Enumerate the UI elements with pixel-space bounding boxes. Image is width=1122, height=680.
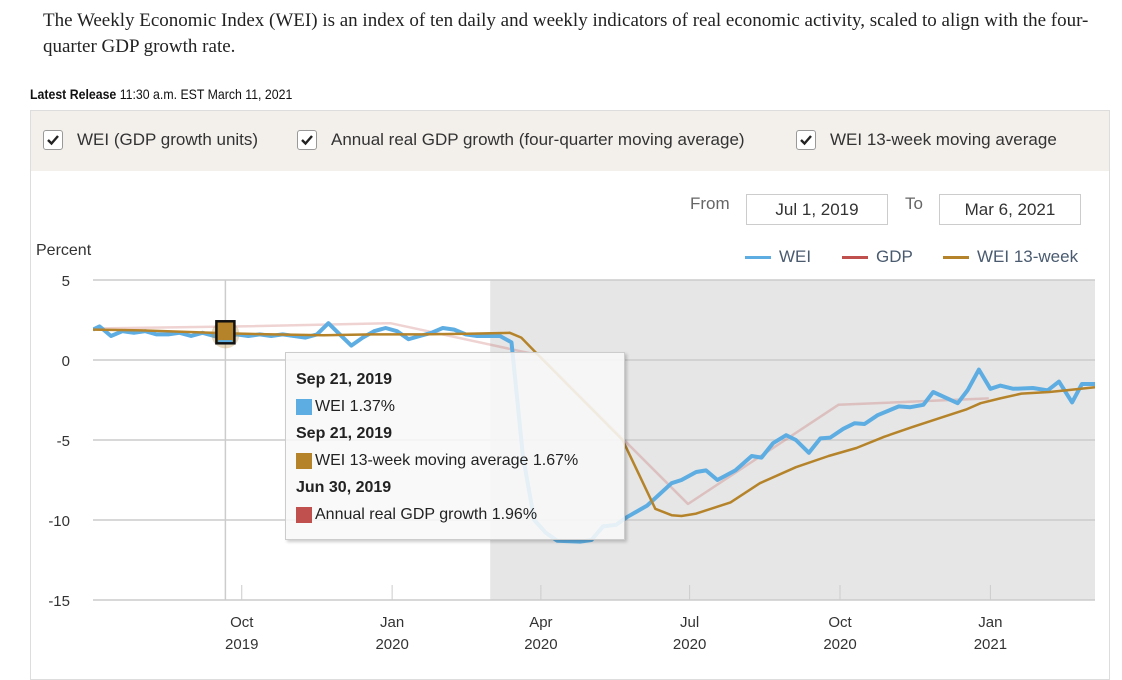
legend-item-wei-13-week[interactable]: WEI 13-week (943, 247, 1078, 267)
tooltip-swatch (296, 399, 312, 415)
legend-swatch (745, 255, 771, 259)
checkbox-wei-13-week[interactable]: WEI 13-week moving average (796, 130, 1057, 150)
release-label: Latest Release (30, 86, 117, 102)
x-tick-label: Jan (380, 614, 404, 631)
checkbox-checked-icon[interactable] (796, 130, 816, 150)
x-tick-label: 2020 (524, 636, 557, 653)
tooltip-value: WEI 1.37% (315, 398, 396, 415)
checkbox-label: WEI (GDP growth units) (77, 130, 259, 149)
release-value: 11:30 a.m. EST March 11, 2021 (119, 86, 293, 102)
checkbox-checked-icon[interactable] (297, 130, 317, 150)
checkbox-gdp[interactable]: Annual real GDP growth (four-quarter mov… (297, 130, 745, 150)
x-tick-label: Apr (529, 614, 552, 631)
tooltip-date: Jun 30, 2019 (296, 479, 392, 496)
from-label: From (690, 194, 730, 213)
checkbox-checked-icon[interactable] (43, 130, 63, 150)
x-tick-label: Jan (978, 614, 1002, 631)
intro-text: The Weekly Economic Index (WEI) is an in… (43, 10, 1089, 57)
latest-release: Latest Release 11:30 a.m. EST March 11, … (30, 86, 292, 102)
legend-label: GDP (876, 247, 913, 266)
from-date-input[interactable]: Jul 1, 2019 (746, 194, 888, 225)
x-tick-label: Oct (230, 614, 254, 631)
legend-item-wei[interactable]: WEI (745, 247, 811, 267)
x-tick-label: 2021 (974, 636, 1007, 653)
checkbox-label: Annual real GDP growth (four-quarter mov… (331, 130, 745, 149)
y-axis-label: Percent (36, 242, 92, 259)
legend-item-gdp[interactable]: GDP (842, 247, 913, 267)
to-date-input[interactable]: Mar 6, 2021 (939, 194, 1081, 225)
y-tick-label: -10 (48, 513, 70, 530)
legend-swatch (842, 255, 868, 259)
tooltip-value: WEI 13-week moving average 1.67% (315, 452, 579, 469)
series-filter-bar: WEI (GDP growth units) Annual real GDP g… (31, 111, 1109, 171)
y-tick-label: -15 (48, 593, 70, 610)
tooltip-swatch (296, 453, 312, 469)
series-line-wei-13-week (93, 328, 1095, 518)
x-tick-label: Jul (680, 614, 699, 631)
tooltip-date: Sep 21, 2019 (296, 425, 393, 442)
checkbox-label: WEI 13-week moving average (830, 130, 1057, 149)
tooltip-swatch (296, 507, 312, 523)
legend-swatch (943, 255, 969, 259)
x-tick-label: 2019 (225, 636, 258, 653)
y-tick-label: -5 (57, 433, 70, 450)
tooltip-value: Annual real GDP growth 1.96% (315, 506, 538, 523)
x-tick-label: 2020 (673, 636, 706, 653)
hover-marker (215, 320, 236, 345)
x-tick-label: Oct (828, 614, 852, 631)
legend-label: WEI 13-week (977, 247, 1079, 266)
chart-tooltip: Sep 21, 2019 WEI 1.37% Sep 21, 2019 WEI … (285, 352, 625, 540)
x-tick-label: 2020 (375, 636, 408, 653)
to-label: To (905, 194, 923, 213)
y-tick-label: 5 (62, 273, 70, 290)
x-tick-label: 2020 (823, 636, 856, 653)
legend-label: WEI (779, 247, 812, 266)
checkbox-wei[interactable]: WEI (GDP growth units) (43, 130, 258, 150)
tooltip-date: Sep 21, 2019 (296, 371, 393, 388)
y-tick-label: 0 (62, 353, 70, 370)
